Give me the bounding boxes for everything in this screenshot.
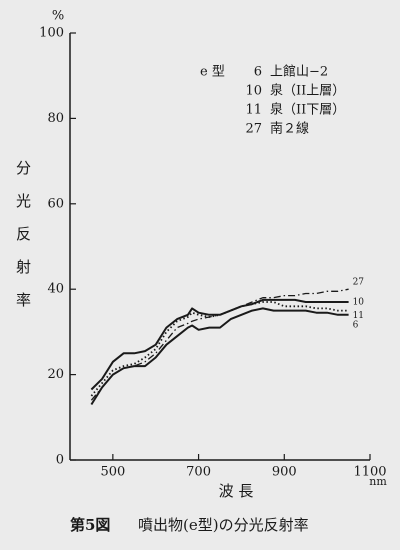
- legend-label: 上館山−2: [270, 65, 328, 80]
- legend-number: 6: [254, 65, 262, 80]
- series-line: [90, 307, 349, 406]
- x-tick-label: 1100: [353, 465, 386, 480]
- y-unit: %: [52, 9, 64, 24]
- x-tick-label: 500: [100, 465, 125, 480]
- y-tick-label: 60: [47, 196, 64, 211]
- x-axis-label: 波 長: [219, 482, 254, 500]
- y-tick-label: 0: [56, 453, 64, 468]
- series-line: [90, 298, 349, 391]
- legend-label: 泉（II下層）: [270, 102, 345, 118]
- x-tick-label: 700: [186, 465, 211, 480]
- legend-number: 10: [245, 84, 262, 99]
- y-tick-label: 80: [47, 111, 64, 126]
- x-tick-label: 900: [272, 465, 297, 480]
- series-end-label: 27: [353, 278, 365, 288]
- legend-number: 11: [245, 103, 262, 118]
- legend-label: 南２線: [270, 121, 309, 137]
- series-end-label: 10: [353, 298, 365, 308]
- y-tick-label: 20: [47, 367, 64, 382]
- series-end-label: 11: [353, 311, 364, 321]
- series-line: [90, 288, 349, 401]
- y-tick-label: 40: [47, 282, 64, 297]
- legend-title: e 型: [200, 65, 225, 80]
- y-axis-label: 分光反射率: [14, 160, 32, 325]
- y-tick-label: 100: [39, 26, 64, 41]
- caption: 噴出物(e型)の分光反射率: [138, 516, 309, 534]
- caption-number: 第5図: [70, 516, 110, 534]
- x-unit: nm: [369, 475, 387, 488]
- series-end-label: 6: [353, 320, 359, 330]
- legend-number: 27: [245, 122, 262, 137]
- legend-label: 泉（II上層）: [270, 83, 345, 99]
